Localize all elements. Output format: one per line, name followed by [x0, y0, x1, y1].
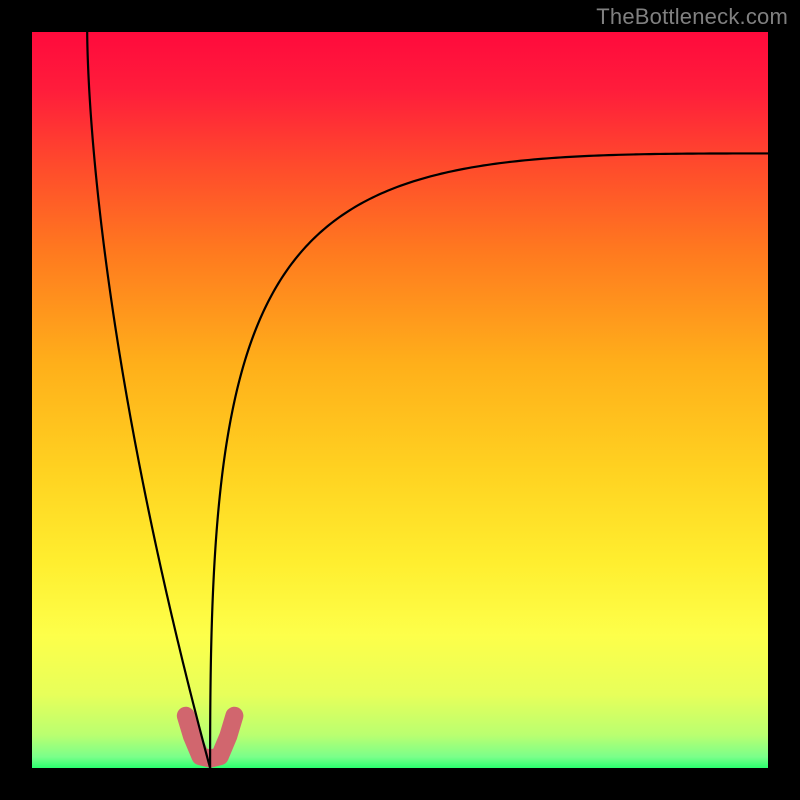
plot-area [32, 32, 768, 768]
gradient-background [32, 32, 768, 768]
watermark-text: TheBottleneck.com [596, 4, 788, 30]
plot-svg [32, 32, 768, 768]
